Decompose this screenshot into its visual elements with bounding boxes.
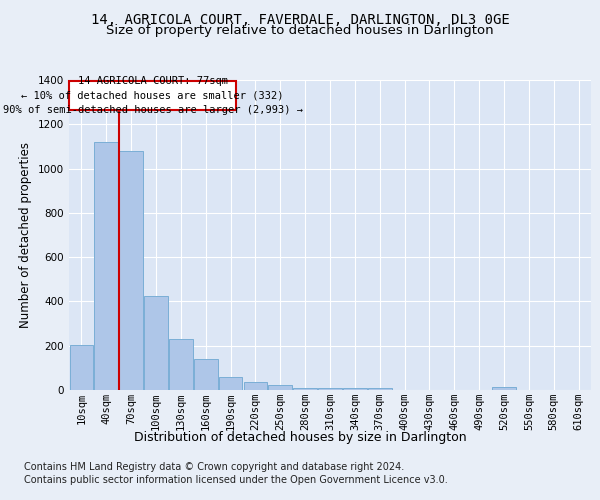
- Bar: [194, 359, 218, 390]
- Text: Size of property relative to detached houses in Darlington: Size of property relative to detached ho…: [106, 24, 494, 37]
- Y-axis label: Number of detached properties: Number of detached properties: [19, 142, 32, 328]
- Bar: [219, 377, 242, 390]
- Text: Distribution of detached houses by size in Darlington: Distribution of detached houses by size …: [134, 431, 466, 444]
- Text: Contains public sector information licensed under the Open Government Licence v3: Contains public sector information licen…: [24, 475, 448, 485]
- Text: 14, AGRICOLA COURT, FAVERDALE, DARLINGTON, DL3 0GE: 14, AGRICOLA COURT, FAVERDALE, DARLINGTO…: [91, 12, 509, 26]
- Text: 14 AGRICOLA COURT: 77sqm
← 10% of detached houses are smaller (332)
90% of semi-: 14 AGRICOLA COURT: 77sqm ← 10% of detach…: [2, 76, 302, 116]
- FancyBboxPatch shape: [70, 81, 236, 110]
- Bar: [94, 142, 118, 390]
- Bar: [144, 296, 168, 390]
- Bar: [343, 388, 367, 390]
- Bar: [169, 339, 193, 390]
- Bar: [368, 388, 392, 390]
- Bar: [70, 344, 93, 390]
- Bar: [244, 382, 267, 390]
- Bar: [318, 388, 342, 390]
- Text: Contains HM Land Registry data © Crown copyright and database right 2024.: Contains HM Land Registry data © Crown c…: [24, 462, 404, 472]
- Bar: [268, 385, 292, 390]
- Bar: [293, 388, 317, 390]
- Bar: [119, 151, 143, 390]
- Bar: [492, 386, 516, 390]
